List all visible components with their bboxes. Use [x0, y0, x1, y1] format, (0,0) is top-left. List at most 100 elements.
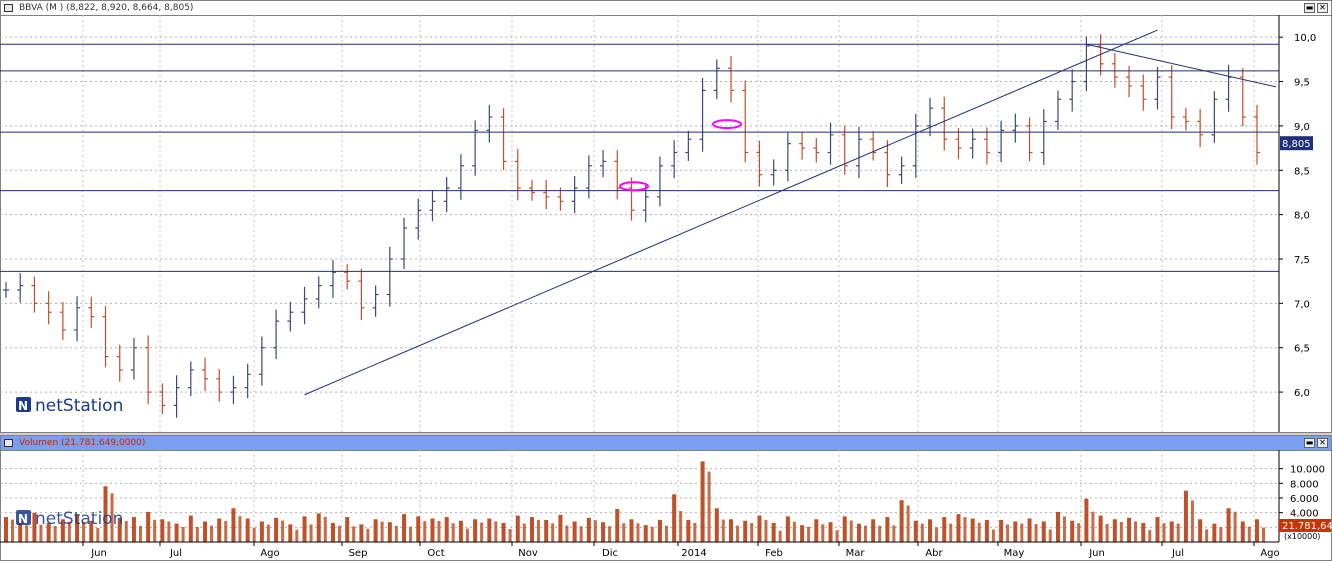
minimize-button[interactable]: ▬ [1304, 3, 1315, 13]
volume-panel-title: Volumen (21.781.649,0000) [19, 438, 146, 448]
volume-bar [771, 522, 776, 542]
volume-bar [217, 518, 222, 542]
ohlc-bar [301, 286, 308, 325]
volume-bar [1141, 522, 1146, 542]
volume-bar [1070, 520, 1075, 542]
volume-bar [785, 516, 790, 542]
volume-bar [522, 523, 526, 542]
volume-bar [1162, 523, 1166, 542]
volume-bar [1219, 527, 1223, 542]
ohlc-bar [628, 177, 635, 221]
volume-bar [856, 523, 861, 542]
volume-bar [458, 520, 463, 542]
volume-bar [238, 516, 242, 542]
ohlc-bar [358, 268, 365, 321]
y-tick-label: 6,0 [1294, 388, 1310, 399]
x-tick-label: Ago [260, 548, 279, 559]
volume-bar [25, 525, 29, 542]
volume-bar [842, 516, 847, 542]
volume-bar [444, 517, 449, 542]
last-volume-marker [1279, 519, 1331, 532]
volume-bar [1062, 516, 1066, 542]
volume-tick-label: 10.000 [1290, 465, 1325, 476]
volume-bar [1262, 527, 1265, 542]
ohlc-bar [31, 276, 38, 313]
close-button[interactable]: ✕ [1317, 3, 1328, 13]
volume-bar [117, 517, 122, 542]
ohlc-bar [315, 276, 322, 309]
volume-bar [977, 522, 981, 542]
volume-bar [323, 516, 327, 542]
volume-bar [736, 525, 740, 542]
volume-bar [885, 517, 890, 542]
price-panel-title: BBVA (M ) (8,822, 8,920, 8,664, 8,805) [19, 3, 194, 13]
ohlc-bar [244, 363, 251, 399]
volume-bar [138, 525, 142, 542]
volume-bar [657, 520, 662, 542]
y-tick-label: 6,5 [1294, 344, 1310, 355]
ohlc-bar [17, 273, 24, 303]
ohlc-bar [898, 156, 905, 184]
volume-panel-titlebar: Volumen (21.781.649,0000) ▬ ✕ [1, 436, 1331, 451]
volume-bar [849, 520, 853, 542]
volume-bar [359, 524, 364, 542]
volume-bar [174, 523, 179, 542]
y-tick-label: 10,0 [1294, 33, 1316, 44]
ohlc-bar [784, 132, 791, 182]
volume-bar [1105, 523, 1109, 542]
x-tick-label: Dic [602, 548, 618, 559]
close-button[interactable]: ✕ [1317, 438, 1328, 448]
volume-bar [536, 519, 540, 542]
ohlc-bar [187, 361, 194, 397]
ohlc-bar [372, 285, 379, 317]
volume-bar [67, 521, 71, 542]
ohlc-bar [585, 155, 592, 199]
ohlc-bar [983, 127, 990, 165]
ohlc-bar [344, 264, 351, 290]
volume-bar [203, 521, 208, 542]
ohlc-bar [1069, 69, 1076, 112]
volume-bar [1148, 530, 1152, 542]
volume-bar [160, 519, 165, 542]
ohlc-bar [1211, 91, 1218, 143]
volume-bar [345, 517, 350, 542]
ohlc-bar [102, 305, 109, 368]
volume-bar [999, 520, 1004, 542]
y-tick-label: 7,0 [1294, 299, 1310, 310]
x-tick-label: Mar [846, 548, 866, 559]
date-axis: Jun Jul Ago Sep Oct Nov Dic 2014 Feb Mar Abr May Jun… [0, 541, 1280, 559]
downtrend-line [1086, 43, 1277, 88]
volume-bar [245, 518, 250, 542]
volume-bar [430, 518, 435, 542]
volume-tick-label: 4.000 [1290, 509, 1319, 520]
svg-text:N: N [18, 399, 28, 413]
volume-bar [721, 519, 725, 542]
x-tick-label: Oct [427, 548, 444, 559]
volume-bar [46, 522, 51, 542]
volume-bar [39, 524, 43, 542]
ohlc-bar [130, 337, 137, 380]
minimize-button[interactable]: ▬ [1304, 438, 1315, 448]
ohlc-bar [429, 190, 436, 222]
volume-bar [1013, 521, 1018, 542]
volume-bar [956, 514, 961, 542]
trend-lines [0, 29, 1279, 396]
volume-bar [337, 525, 341, 542]
volume-bar [1205, 529, 1209, 542]
ohlc-bar [770, 159, 777, 186]
price-panel-titlebar: BBVA (M ) (8,822, 8,920, 8,664, 8,805) ▬… [1, 1, 1331, 16]
volume-bar [807, 526, 811, 542]
volume-bar [394, 525, 398, 542]
y-tick-label: 9,0 [1294, 122, 1310, 133]
ohlc-bar [145, 335, 152, 405]
volume-bar [387, 522, 392, 542]
volume-bar [1233, 511, 1237, 542]
ohlc-bar [742, 80, 749, 163]
volume-bar [60, 519, 65, 542]
volume-bar [835, 530, 839, 542]
volume-bar [970, 518, 975, 542]
ohlc-bar [457, 154, 464, 200]
ohlc-bar [415, 198, 422, 240]
volume-bar [672, 494, 677, 542]
volume-bar [288, 524, 293, 542]
